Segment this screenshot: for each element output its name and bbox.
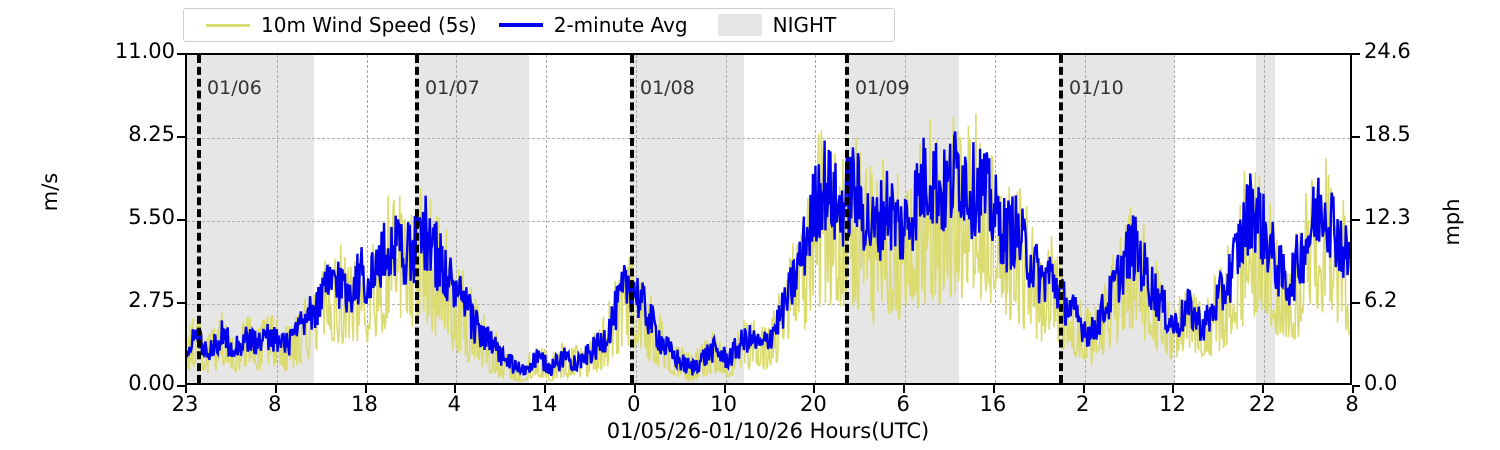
y-tick-mark-right: [1352, 136, 1360, 138]
x-tick-mark: [185, 385, 187, 393]
y-tick-mark-right: [1352, 53, 1360, 55]
y-tick-mark-left: [177, 219, 185, 221]
x-tick-label: 0: [627, 392, 641, 416]
vertical-gridline: [366, 55, 368, 383]
horizontal-gridline: [187, 221, 1350, 222]
x-tick-mark: [992, 385, 995, 393]
x-tick-mark: [723, 385, 726, 393]
y-tick-label-right: 12.3: [1364, 205, 1411, 229]
y-tick-label-right: 6.2: [1364, 288, 1398, 312]
x-tick-mark: [903, 385, 906, 393]
x-tick-mark: [1172, 385, 1175, 393]
y-tick-mark-left: [177, 385, 185, 387]
legend-item-avg: 2-minute Avg: [477, 9, 688, 41]
vertical-gridline: [276, 55, 278, 383]
series-traces: [187, 113, 1350, 382]
y-tick-label-right: 18.5: [1364, 122, 1411, 146]
x-tick-mark: [454, 385, 457, 393]
x-tick-label: 20: [800, 392, 827, 416]
x-tick-mark: [633, 385, 636, 393]
day-divider-line: [1058, 55, 1063, 383]
x-tick-mark: [1262, 385, 1265, 393]
x-axis-label: 01/05/26-01/10/26 Hours(UTC): [606, 419, 930, 443]
vertical-gridline: [725, 55, 727, 383]
x-tick-label: 12: [1159, 392, 1186, 416]
vertical-gridline: [1174, 55, 1176, 383]
x-tick-label: 8: [268, 392, 282, 416]
y-tick-mark-left: [177, 136, 185, 138]
x-tick-label: 18: [351, 392, 378, 416]
legend-item-night: NIGHT: [688, 9, 837, 41]
day-divider-label: 01/09: [854, 77, 910, 99]
legend-swatch-night-patch: [717, 14, 762, 36]
y-axis-label-right: mph: [1440, 198, 1464, 246]
vertical-gridline: [635, 55, 637, 383]
y-axis-label-left: m/s: [38, 172, 62, 212]
y-tick-label-right: 0.0: [1364, 371, 1398, 395]
x-tick-mark: [274, 385, 277, 393]
x-tick-label: 4: [447, 392, 461, 416]
legend-swatch-avg-line: [498, 23, 543, 27]
y-tick-label-left: 11.00: [114, 39, 175, 63]
x-tick-label: 10: [710, 392, 737, 416]
vertical-gridline: [546, 55, 548, 383]
y-tick-label-left: 8.25: [128, 122, 175, 146]
x-tick-label: 6: [896, 392, 910, 416]
x-tick-label: 8: [1345, 392, 1359, 416]
day-divider-label: 01/10: [1068, 77, 1124, 99]
day-divider-label: 01/07: [425, 77, 480, 99]
x-tick-label: 23: [171, 392, 199, 416]
chart-legend: 10m Wind Speed (5s) 2-minute Avg NIGHT: [183, 8, 895, 42]
x-tick-mark: [1352, 385, 1354, 393]
horizontal-gridline: [187, 304, 1350, 305]
x-tick-mark: [544, 385, 547, 393]
legend-label-avg: 2-minute Avg: [553, 13, 688, 37]
x-tick-label: 22: [1248, 392, 1276, 416]
x-tick-mark: [1082, 385, 1085, 393]
y-tick-mark-right: [1352, 302, 1360, 304]
day-divider-line: [844, 55, 849, 383]
y-tick-mark-right: [1352, 219, 1360, 221]
day-divider-line: [197, 55, 202, 383]
x-tick-mark: [364, 385, 367, 393]
day-divider-label: 01/06: [207, 77, 262, 99]
legend-label-gust: 10m Wind Speed (5s): [261, 13, 477, 37]
legend-label-night: NIGHT: [772, 13, 837, 37]
y-tick-mark-right: [1352, 385, 1360, 387]
two-minute-avg-trace: [187, 131, 1350, 377]
plot-area: 01/06 01/07 01/08 01/09 01/10: [185, 53, 1352, 385]
y-tick-mark-left: [177, 53, 185, 55]
x-tick-label: 16: [979, 392, 1007, 416]
y-tick-label-left: 0.00: [128, 371, 175, 395]
legend-swatch-gust-line: [206, 23, 250, 27]
vertical-gridline: [456, 55, 458, 383]
legend-item-gust: 10m Wind Speed (5s): [184, 9, 477, 41]
vertical-gridline: [1084, 55, 1086, 383]
y-tick-label-left: 5.50: [128, 205, 175, 229]
day-divider-line: [629, 55, 634, 383]
y-tick-mark-left: [177, 302, 185, 304]
x-tick-label: 14: [530, 392, 558, 416]
x-tick-mark: [813, 385, 816, 393]
horizontal-gridline: [187, 138, 1350, 139]
y-tick-label-left: 2.75: [128, 288, 175, 312]
x-tick-label: 2: [1076, 392, 1090, 416]
day-divider-label: 01/08: [639, 77, 695, 99]
day-divider-line: [415, 55, 420, 383]
y-tick-label-right: 24.6: [1364, 39, 1411, 63]
